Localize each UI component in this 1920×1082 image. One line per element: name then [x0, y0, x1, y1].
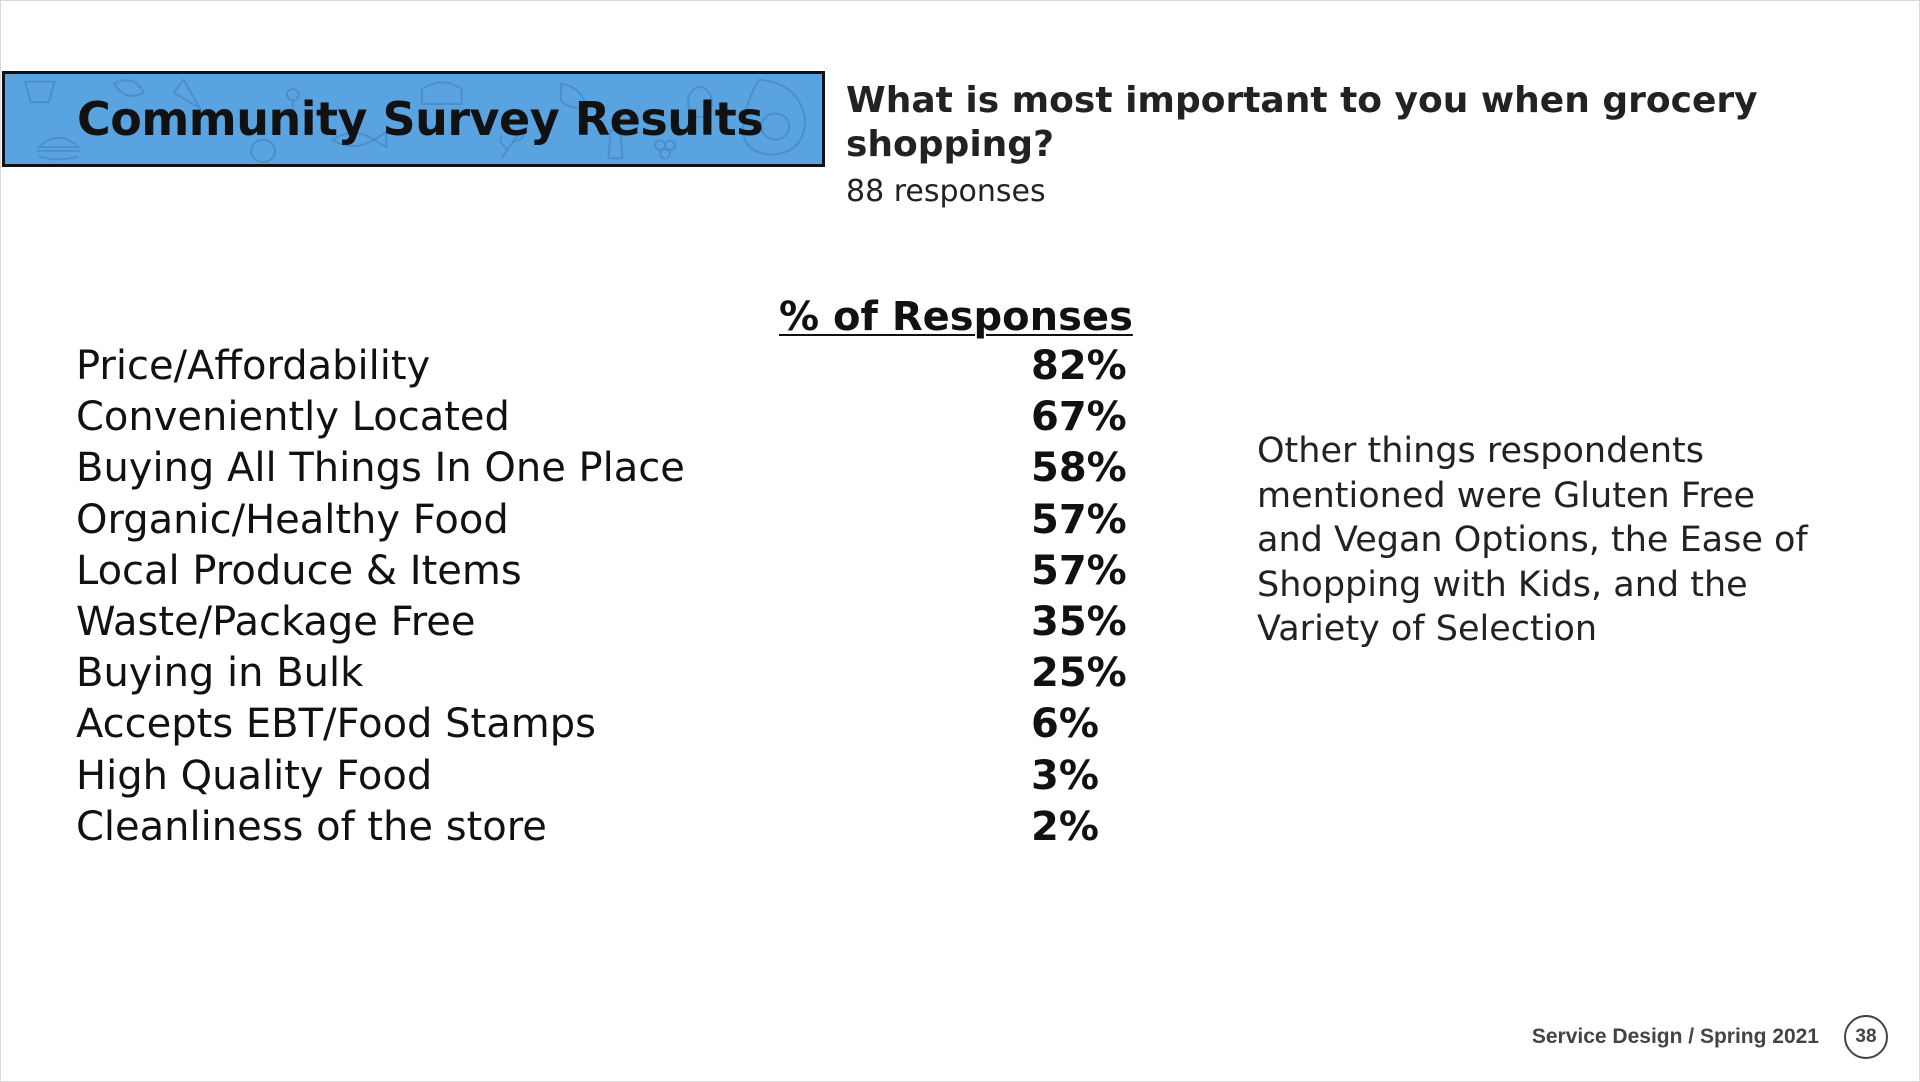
result-label: Local Produce & Items: [76, 547, 522, 594]
response-count: 88 responses: [846, 174, 1046, 209]
result-label: Conveniently Located: [76, 394, 510, 441]
result-row: Local Produce & Items 57%: [76, 546, 1127, 597]
result-row: Buying All Things In One Place 58%: [76, 443, 1127, 494]
result-value: 57%: [1031, 496, 1127, 543]
result-value: 6%: [1031, 701, 1099, 748]
other-mentions-note: Other things respondents mentioned were …: [1257, 431, 1808, 649]
result-value: 57%: [1031, 547, 1127, 594]
result-label: Price/Affordability: [76, 343, 431, 389]
result-row: Buying in Bulk 25%: [76, 648, 1127, 699]
result-row: High Quality Food 3%: [76, 751, 1126, 802]
results-list: Price/Affordability 82% Conveniently Loc…: [76, 341, 1127, 853]
result-row: Accepts EBT/Food Stamps 6%: [76, 699, 1126, 750]
result-label: Waste/Package Free: [76, 598, 476, 645]
result-label: Cleanliness of the store: [76, 803, 547, 850]
result-label: Buying All Things In One Place: [76, 445, 685, 492]
result-row: Waste/Package Free 35%: [76, 597, 1127, 648]
slide-title: Community Survey Results: [77, 92, 764, 146]
footer-course-label: Service Design / Spring 2021: [1531, 1025, 1819, 1048]
result-value: 3%: [1031, 752, 1099, 799]
result-label: Buying in Bulk: [76, 650, 364, 697]
result-value: 2%: [1031, 803, 1099, 850]
result-value: 25%: [1031, 650, 1127, 697]
result-row: Price/Affordability 82%: [76, 341, 1127, 392]
result-label: High Quality Food: [76, 752, 433, 799]
title-banner: Community Survey Results: [2, 71, 825, 167]
result-value: 58%: [1031, 445, 1127, 492]
result-row: Organic/Healthy Food 57%: [76, 495, 1127, 546]
result-row: Conveniently Located 67%: [76, 392, 1127, 443]
result-value: 67%: [1031, 394, 1127, 441]
result-row: Cleanliness of the store 2%: [76, 802, 1126, 853]
food-pattern-icon: [23, 77, 807, 164]
result-value: 82%: [1031, 343, 1127, 389]
survey-question: What is most important to you when groce…: [846, 80, 1758, 165]
page-number-badge: 38: [1844, 1015, 1888, 1059]
result-label: Accepts EBT/Food Stamps: [76, 701, 596, 748]
result-label: Organic/Healthy Food: [76, 496, 509, 543]
result-value: 35%: [1031, 598, 1127, 645]
column-header: % of Responses: [779, 294, 1133, 340]
